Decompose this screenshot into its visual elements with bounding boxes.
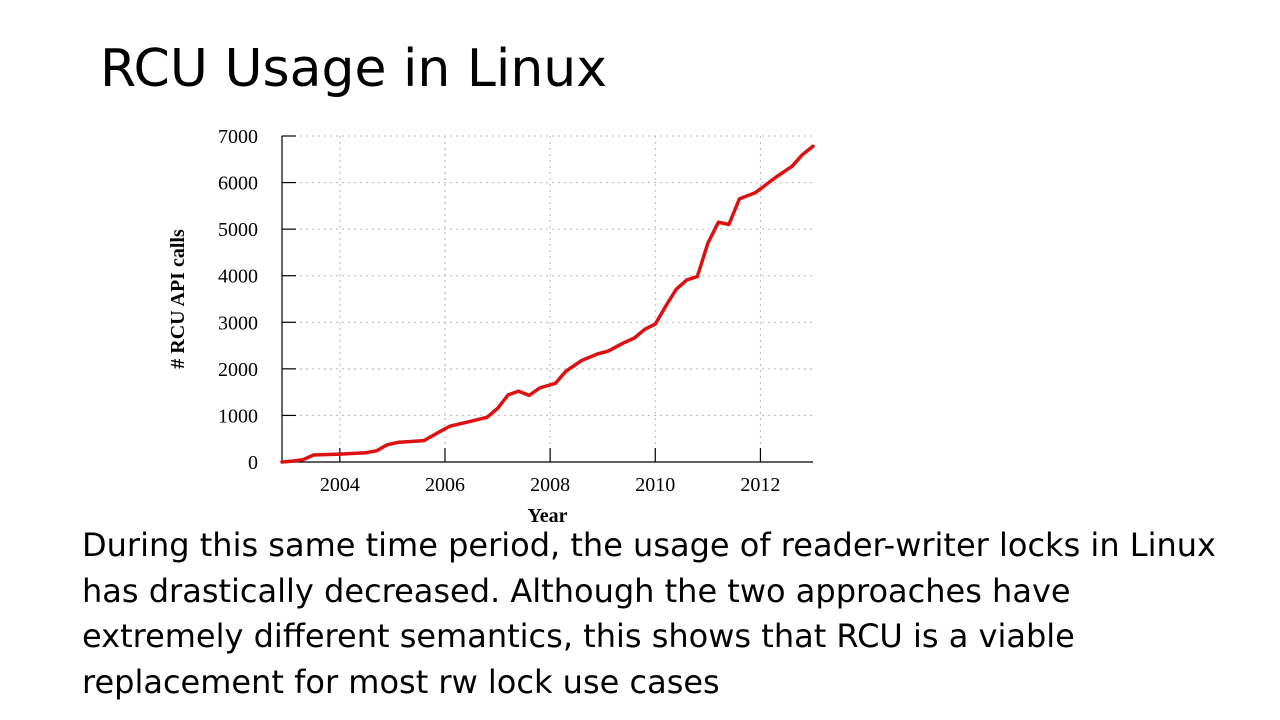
y-tick-label-2000: 2000 <box>218 359 258 381</box>
y-axis-label: # RCU API calls <box>167 229 189 369</box>
y-tick-label-0: 0 <box>248 452 258 474</box>
x-tick-label-2004: 2004 <box>320 474 360 496</box>
x-tick-label-2006: 2006 <box>425 474 465 496</box>
y-tick-label-3000: 3000 <box>218 312 258 334</box>
y-tick-label-7000: 7000 <box>218 126 258 148</box>
slide-body-text: During this same time period, the usage … <box>82 526 1216 701</box>
y-tick-label-6000: 6000 <box>218 173 258 195</box>
tick-labels: 0 1000 2000 3000 4000 5000 6000 7000 2004 2006 200… <box>218 126 780 496</box>
grid-lines <box>282 135 813 462</box>
y-tick-label-4000: 4000 <box>218 266 258 288</box>
axes <box>281 135 813 463</box>
x-tick-label-2010: 2010 <box>635 474 675 496</box>
x-tick-label-2008: 2008 <box>530 474 570 496</box>
slide-title: RCU Usage in Linux <box>100 39 608 99</box>
y-tick-label-5000: 5000 <box>218 219 258 241</box>
y-tick-label-1000: 1000 <box>218 405 258 427</box>
series-line-0 <box>280 144 815 464</box>
x-tick-label-2012: 2012 <box>740 474 780 496</box>
x-axis-label: Year <box>528 505 568 527</box>
rcu-usage-line-chart: 0 1000 2000 3000 4000 5000 6000 7000 2004 2006 200… <box>167 126 815 527</box>
series-lines <box>280 144 815 464</box>
